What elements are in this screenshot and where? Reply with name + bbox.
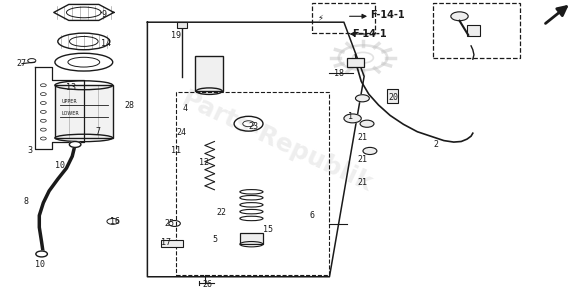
Text: 10: 10 xyxy=(55,161,65,170)
Text: 28: 28 xyxy=(124,101,134,110)
Circle shape xyxy=(344,114,361,123)
Text: 21: 21 xyxy=(357,178,367,187)
Circle shape xyxy=(69,141,81,147)
Text: 20: 20 xyxy=(388,93,398,102)
Bar xyxy=(434,3,520,58)
Text: 14: 14 xyxy=(101,39,111,48)
Text: 26: 26 xyxy=(202,280,212,289)
Text: 7: 7 xyxy=(95,127,101,136)
Circle shape xyxy=(363,147,377,155)
Text: 12: 12 xyxy=(199,158,209,167)
Bar xyxy=(387,89,398,103)
Text: 11: 11 xyxy=(171,146,180,155)
Bar xyxy=(347,58,364,67)
Text: 3: 3 xyxy=(28,147,33,155)
Circle shape xyxy=(360,120,374,127)
Text: ⚡: ⚡ xyxy=(317,13,323,22)
Text: F-14-1: F-14-1 xyxy=(353,29,387,39)
Text: 8: 8 xyxy=(23,197,28,206)
Text: 10: 10 xyxy=(35,260,45,268)
Text: UPPER: UPPER xyxy=(62,99,77,104)
Text: 21: 21 xyxy=(357,133,367,142)
Text: 24: 24 xyxy=(176,128,186,137)
Text: LOWER: LOWER xyxy=(62,111,80,116)
Text: 15: 15 xyxy=(263,225,273,234)
Text: 6: 6 xyxy=(309,211,314,220)
Text: 13: 13 xyxy=(66,83,76,92)
Bar xyxy=(240,233,263,244)
Bar xyxy=(177,22,187,28)
Text: 4: 4 xyxy=(182,104,187,113)
Text: 5: 5 xyxy=(213,235,218,244)
Bar xyxy=(312,3,375,33)
Bar xyxy=(195,56,223,91)
Text: 19: 19 xyxy=(171,31,180,40)
Text: F-14-1: F-14-1 xyxy=(370,10,405,20)
Text: 27: 27 xyxy=(16,59,26,68)
Bar xyxy=(176,92,329,275)
Text: 2: 2 xyxy=(434,140,439,149)
Text: 16: 16 xyxy=(110,217,120,226)
Text: 1: 1 xyxy=(348,112,353,121)
Text: 25: 25 xyxy=(165,219,175,228)
Text: 21: 21 xyxy=(357,155,367,164)
Text: 18: 18 xyxy=(334,69,344,78)
Text: 9: 9 xyxy=(101,10,106,19)
Bar xyxy=(55,85,113,138)
Circle shape xyxy=(36,251,47,257)
Bar xyxy=(467,25,480,36)
Bar xyxy=(161,240,183,247)
Text: 23: 23 xyxy=(249,122,258,131)
Circle shape xyxy=(451,12,468,21)
Text: Parts-Republik: Parts-Republik xyxy=(178,87,377,197)
Text: 17: 17 xyxy=(161,238,171,247)
Circle shape xyxy=(355,95,369,102)
Text: 22: 22 xyxy=(217,208,227,217)
